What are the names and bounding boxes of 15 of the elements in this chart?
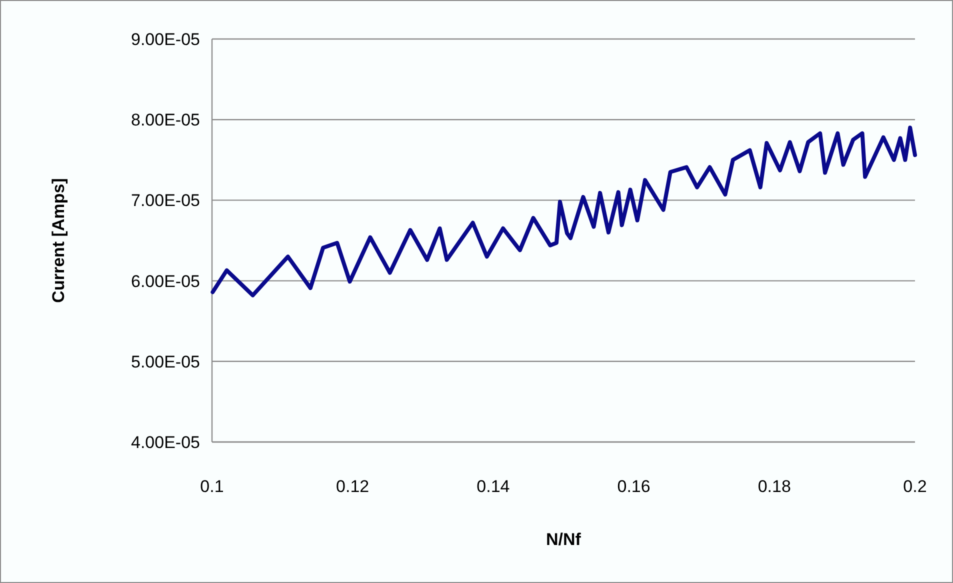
y-tick-label: 4.00E-05 xyxy=(131,432,200,452)
line-series xyxy=(210,126,917,298)
x-tick-label: 0.18 xyxy=(758,477,791,496)
y-tick-label: 5.00E-05 xyxy=(131,352,200,372)
x-tick-label: 0.16 xyxy=(617,477,650,496)
x-tick-label: 0.1 xyxy=(200,477,224,496)
y-tick-label: 6.00E-05 xyxy=(131,272,200,291)
y-tick-label: 7.00E-05 xyxy=(131,191,200,210)
y-tick-label: 9.00E-05 xyxy=(131,30,200,49)
x-tick-label: 0.2 xyxy=(903,477,927,496)
y-tick-label: 8.00E-05 xyxy=(131,110,200,130)
x-tick-label: 0.12 xyxy=(336,477,370,496)
x-tick-label: 0.14 xyxy=(476,477,510,496)
x-axis-title: N/Nf xyxy=(546,530,582,549)
y-axis-title: Current [Amps] xyxy=(49,178,68,303)
